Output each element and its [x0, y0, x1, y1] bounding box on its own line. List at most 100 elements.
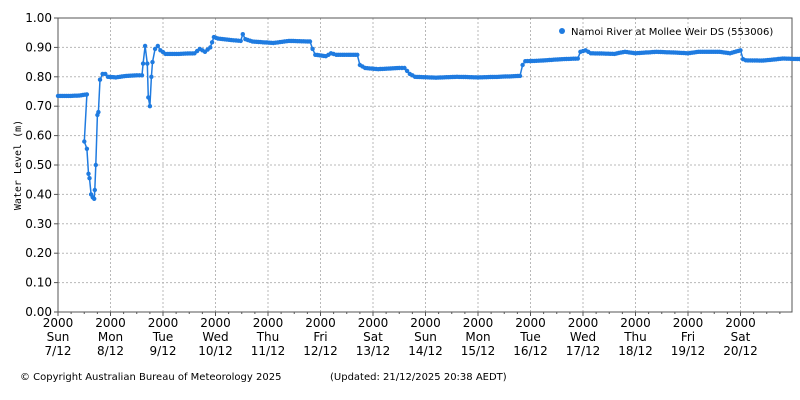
data-point	[84, 146, 90, 151]
y-tick-label: 0.00	[25, 305, 52, 319]
data-point	[797, 56, 800, 62]
x-tick-label: Thu	[623, 330, 647, 344]
data-point	[355, 52, 360, 57]
data-series	[55, 32, 800, 201]
x-tick-label: 2000	[43, 316, 74, 330]
x-tick-label: 2000	[253, 316, 284, 330]
data-point	[738, 48, 743, 53]
data-point	[575, 56, 580, 61]
data-point	[155, 43, 160, 49]
data-point	[520, 62, 525, 68]
data-point	[240, 32, 245, 37]
y-tick-label: 0.80	[25, 70, 52, 84]
x-tick-label: 2000	[725, 316, 756, 330]
data-point	[87, 176, 92, 181]
copyright-text: © Copyright Australian Bureau of Meteoro…	[20, 372, 282, 383]
data-point	[152, 46, 158, 52]
x-tick-label: 2000	[305, 316, 336, 330]
x-tick-label: 15/12	[461, 344, 496, 358]
x-tick-label: 12/12	[303, 344, 338, 358]
data-point	[147, 104, 153, 109]
y-axis-label: Water Level (m)	[13, 120, 24, 210]
y-tick-label: 0.20	[25, 246, 52, 260]
y-tick-label: 0.90	[25, 40, 52, 54]
y-tick-label: 0.30	[25, 217, 52, 231]
updated-timestamp: (Updated: 21/12/2025 20:38 AEDT)	[330, 372, 507, 383]
data-point	[402, 65, 407, 71]
x-tick-label: 2000	[358, 316, 389, 330]
x-tick-label: Fri	[681, 330, 695, 344]
x-tick-label: Sat	[363, 330, 383, 344]
data-point	[145, 61, 150, 66]
x-tick-label: Thu	[256, 330, 280, 344]
x-tick-label: 2000	[568, 316, 599, 330]
data-point	[139, 73, 145, 78]
x-tick-label: 19/12	[671, 344, 706, 358]
x-tick-label: 20/12	[723, 344, 758, 358]
x-tick-label: Mon	[465, 330, 490, 344]
data-point	[84, 92, 90, 97]
data-point	[140, 61, 146, 66]
x-tick-label: 18/12	[618, 344, 653, 358]
data-point	[238, 38, 243, 44]
x-tick-label: Tue	[519, 330, 541, 344]
y-tick-label: 0.60	[25, 129, 52, 143]
grid-lines	[58, 18, 792, 312]
x-tick-label: Sun	[47, 330, 70, 344]
legend-label: Namoi River at Mollee Weir DS (553006)	[571, 27, 773, 38]
x-tick-label: 8/12	[97, 344, 124, 358]
x-tick-label: 9/12	[150, 344, 177, 358]
series-line	[58, 32, 800, 201]
y-axis-ticks: 0.00 0.10 0.20 0.30 0.40 0.50 0.60 0.70 0.80 0.90…	[25, 11, 58, 319]
data-point	[142, 43, 148, 49]
data-point	[92, 196, 97, 201]
x-tick-label: Sat	[731, 330, 751, 344]
data-point	[96, 109, 101, 115]
y-tick-label: 0.10	[25, 276, 52, 290]
data-point	[146, 95, 151, 100]
x-tick-label: 14/12	[408, 344, 443, 358]
x-tick-label: 7/12	[45, 344, 72, 358]
legend-marker	[559, 28, 565, 34]
x-tick-label: 16/12	[513, 344, 548, 358]
data-point	[307, 39, 313, 44]
data-point	[103, 71, 108, 77]
y-tick-label: 1.00	[25, 11, 52, 25]
data-point	[404, 68, 410, 74]
x-tick-label: 2000	[620, 316, 651, 330]
data-point	[310, 46, 315, 52]
data-point	[149, 74, 154, 80]
x-tick-label: Sun	[414, 330, 437, 344]
x-tick-label: Mon	[98, 330, 123, 344]
data-point	[92, 187, 98, 193]
x-tick-label: 2000	[200, 316, 231, 330]
x-tick-label: 2000	[463, 316, 494, 330]
x-tick-label: 11/12	[251, 344, 286, 358]
data-point	[209, 40, 215, 45]
data-point	[97, 77, 103, 82]
data-point	[93, 162, 99, 168]
x-tick-label: 17/12	[566, 344, 601, 358]
legend: Namoi River at Mollee Weir DS (553006)	[559, 27, 773, 38]
x-tick-label: 2000	[673, 316, 704, 330]
data-point	[517, 73, 523, 79]
data-point	[150, 59, 155, 65]
data-point	[86, 171, 91, 176]
x-tick-label: Tue	[152, 330, 174, 344]
x-tick-label: 2000	[410, 316, 441, 330]
y-tick-label: 0.50	[25, 158, 52, 172]
y-tick-label: 0.70	[25, 99, 52, 113]
x-tick-label: 10/12	[198, 344, 233, 358]
x-tick-label: Wed	[570, 330, 596, 344]
data-point	[208, 45, 213, 50]
x-tick-label: 2000	[95, 316, 126, 330]
x-axis-ticks: 2000Sun7/122000Mon8/122000Tue9/122000Wed…	[43, 312, 781, 358]
x-tick-label: 2000	[515, 316, 546, 330]
x-tick-label: Fri	[313, 330, 327, 344]
x-tick-label: Wed	[202, 330, 228, 344]
y-tick-label: 0.40	[25, 187, 52, 201]
data-point	[82, 139, 87, 144]
x-tick-label: 13/12	[356, 344, 391, 358]
x-tick-label: 2000	[148, 316, 179, 330]
